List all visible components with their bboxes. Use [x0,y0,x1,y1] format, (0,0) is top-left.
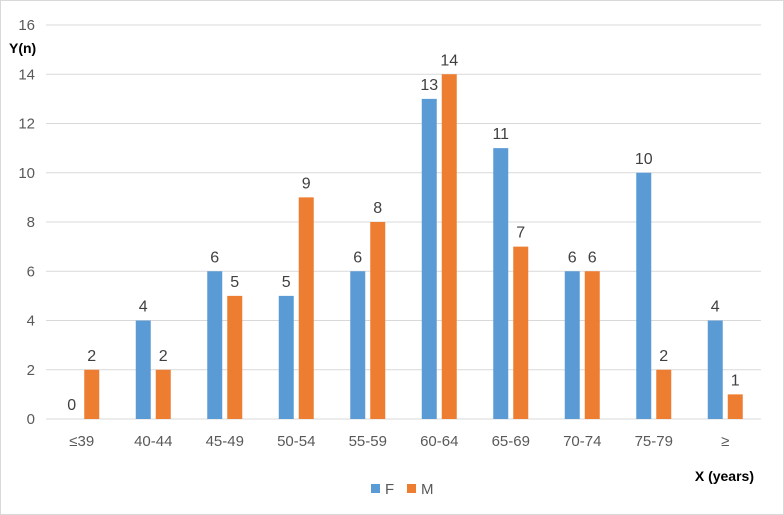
data-label-m: 9 [302,175,311,192]
bar-f [278,295,294,419]
x-axis-title: X (years) [695,468,754,484]
y-tick-label: 16 [18,17,35,34]
bar-m [227,295,243,419]
legend-swatch-m [407,484,416,493]
bar-m [513,246,529,419]
y-tick-label: 6 [27,263,35,280]
data-label-m: 2 [159,348,168,365]
y-tick-label: 0 [27,411,35,428]
bar-f [564,271,580,419]
legend-label-m: M [421,481,434,498]
data-label-f: 10 [635,151,653,168]
bar-f [707,320,723,419]
data-label-f: 0 [67,397,76,414]
bar-f [421,98,437,419]
data-label-m: 8 [373,200,382,217]
x-tick-label: 70-74 [563,433,601,450]
bar-f [636,172,652,419]
data-label-m: 7 [516,225,525,242]
bar-m [727,394,743,419]
bar-m [656,369,672,419]
y-tick-label: 10 [18,165,35,182]
x-tick-label: 40-44 [134,433,172,450]
data-label-f: 13 [420,77,438,94]
data-label-f: 11 [492,126,509,143]
bar-m [441,74,457,419]
x-axis-ticks: ≤39 40-44 45-49 50-54 55-59 60-64 65-69 70-74 75… [69,433,729,450]
x-tick-label: ≤39 [69,433,94,450]
bar-m [298,197,314,419]
data-label-f: 5 [282,274,291,291]
gridlines [46,24,761,420]
bar-f [350,271,366,419]
bars [84,74,743,419]
y-tick-label: 4 [27,313,35,330]
data-label-f: 4 [711,299,720,316]
data-label-m: 5 [230,274,239,291]
x-tick-label: ≥ [721,433,729,450]
x-tick-label: 55-59 [349,433,387,450]
bar-m [84,369,100,419]
y-tick-label: 2 [27,362,35,379]
data-label-m: 14 [440,52,458,69]
data-label-m: 2 [659,348,668,365]
bar-f [493,148,509,419]
bar-m [370,222,386,419]
data-label-f: 6 [568,249,577,266]
bar-f [207,271,223,419]
y-tick-label: 14 [18,66,35,83]
legend-label-f: F [385,481,394,498]
data-label-m: 1 [731,372,740,389]
data-label-m: 2 [87,348,96,365]
x-tick-label: 45-49 [206,433,244,450]
x-tick-label: 65-69 [492,433,530,450]
legend-swatch-f [371,484,380,493]
y-axis-title: Y(n) [9,40,36,56]
bar-f [135,320,151,419]
data-label-f: 4 [139,299,148,316]
data-label-m: 6 [588,249,597,266]
y-axis-ticks: 0 2 4 6 8 10 12 14 16 [18,17,35,428]
x-tick-label: 60-64 [420,433,458,450]
bar-m [584,271,600,419]
x-tick-label: 75-79 [635,433,673,450]
y-tick-label: 12 [18,116,35,133]
x-tick-label: 50-54 [277,433,315,450]
bar-m [155,369,171,419]
data-label-f: 6 [353,249,362,266]
data-label-f: 6 [210,249,219,266]
y-tick-label: 8 [27,214,35,231]
